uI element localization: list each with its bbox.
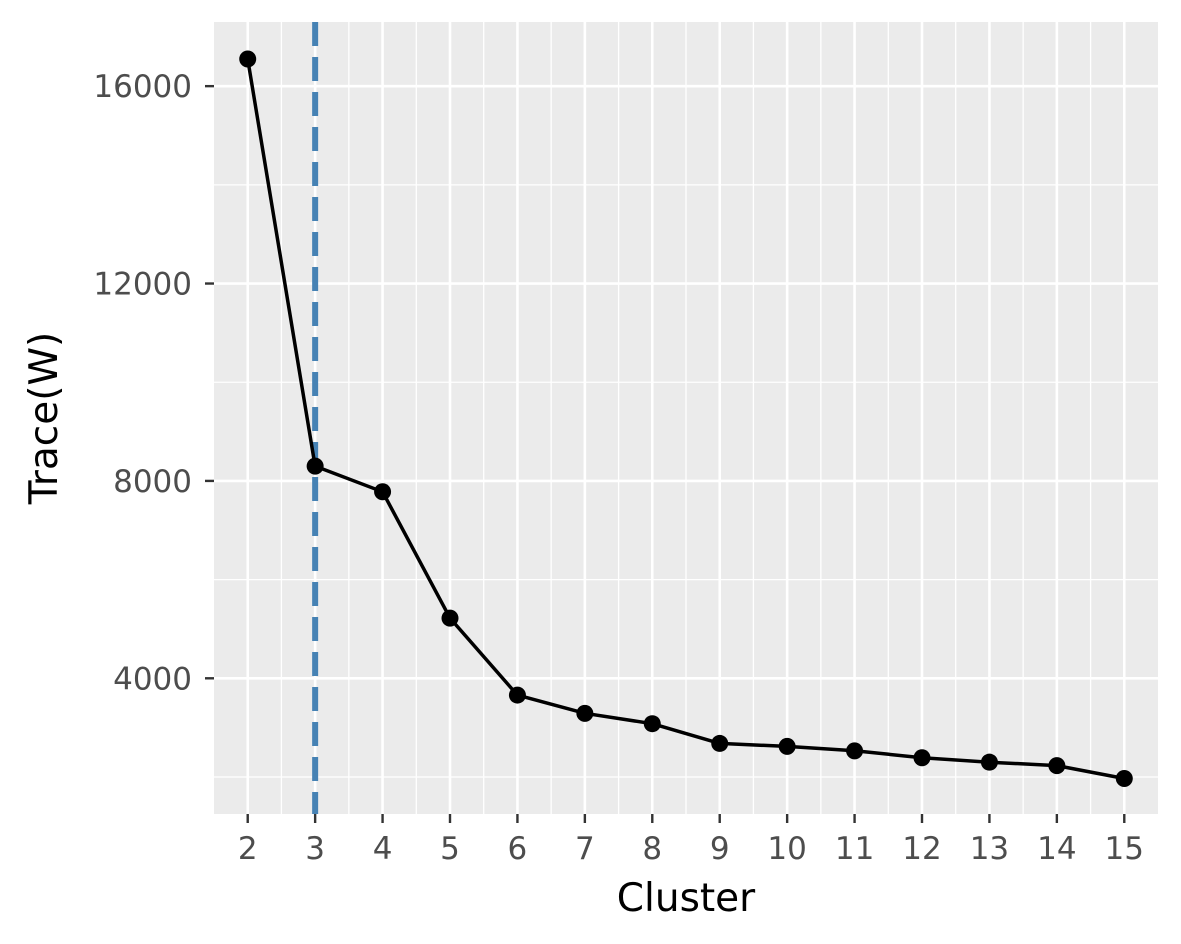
y-tick-label: 8000 [113,464,192,500]
data-point [1115,769,1133,787]
data-point [980,753,998,771]
x-tick-label: 3 [305,831,325,867]
y-tick-label: 4000 [113,661,192,697]
data-point [643,715,661,733]
data-point [306,457,324,475]
y-axis: 4000 8000 12000 16000 [93,69,214,697]
x-tick-label: 2 [238,831,258,867]
data-point [1048,757,1066,775]
x-tick-label: 4 [373,831,393,867]
grid-lines [214,22,1158,814]
x-tick-label: 5 [440,831,460,867]
data-point [576,704,594,722]
x-axis-title: Cluster [617,876,756,921]
x-tick-label: 9 [710,831,730,867]
data-point [508,686,526,704]
data-point [778,737,796,755]
series-line [245,58,1125,781]
y-tick-label: 16000 [93,69,192,105]
data-point [239,50,257,68]
x-tick-label: 6 [508,831,528,867]
data-point [846,742,864,760]
data-point [441,609,459,627]
x-tick-label: 7 [575,831,595,867]
y-axis-title: Trace(W) [22,332,67,505]
x-axis: 2 3 4 5 6 7 8 9 10 11 12 13 14 15 [238,814,1144,867]
y-tick-label: 12000 [93,267,192,303]
data-point [711,734,729,752]
x-tick-label: 13 [970,831,1009,867]
data-point [913,749,931,767]
x-tick-label: 15 [1105,831,1144,867]
data-point [374,483,392,501]
x-tick-label: 10 [767,831,806,867]
series-layer [239,50,1133,787]
x-tick-label: 14 [1037,831,1076,867]
x-tick-label: 11 [835,831,874,867]
x-tick-label: 12 [902,831,941,867]
x-tick-label: 8 [642,831,662,867]
